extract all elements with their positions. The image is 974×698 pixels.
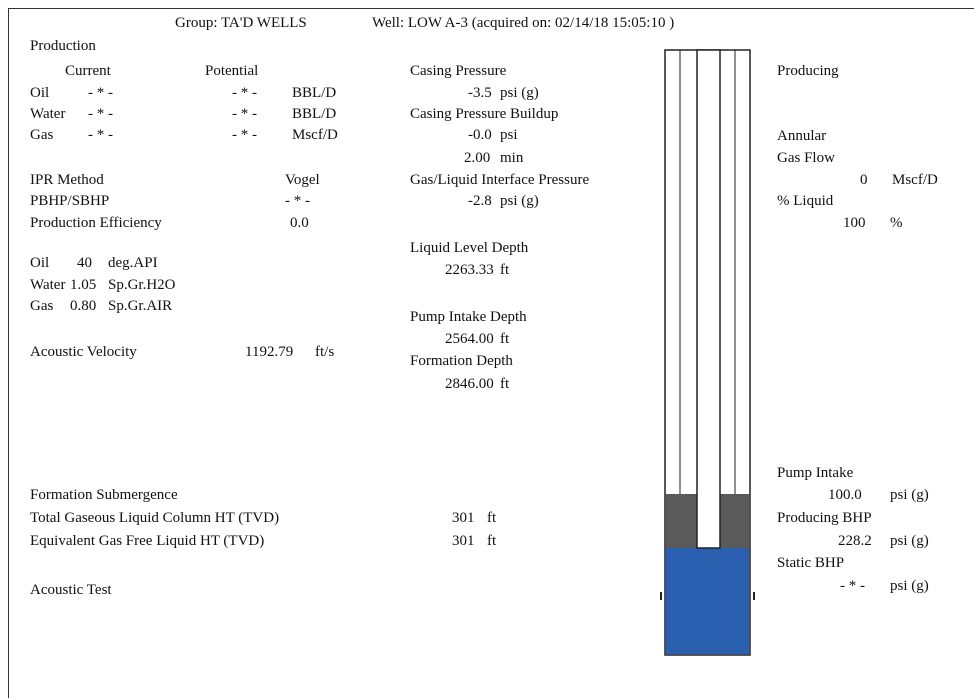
row-label: Gas (30, 298, 54, 314)
column-header: Current (65, 63, 111, 79)
section-title: Acoustic Test (30, 582, 112, 598)
field-value: 0.0 (290, 215, 309, 231)
field-label: % Liquid (777, 193, 834, 209)
field-value: 2.00 (464, 150, 491, 166)
field-value: 2846.00 (445, 376, 494, 392)
field-value: Vogel (285, 172, 320, 188)
field-value: -2.8 (468, 193, 492, 209)
field-unit: psi (g) (500, 193, 539, 209)
field-unit: psi (g) (890, 487, 929, 503)
field-value: 100.0 (828, 487, 862, 503)
field-unit: Mscf/D (292, 127, 338, 143)
column-header: Potential (205, 63, 259, 79)
field-unit: psi (g) (500, 85, 539, 101)
row-label: Oil (30, 85, 50, 101)
field-label: Liquid Level Depth (410, 240, 529, 256)
field-value: 1.05 (70, 276, 97, 293)
field-label: PBHP/SBHP (30, 193, 110, 209)
field-unit: Sp.Gr.H2O (108, 276, 176, 293)
frame-top (8, 8, 974, 9)
field-unit: psi (g) (890, 578, 929, 594)
field-label: Static BHP (777, 555, 845, 571)
field-value: 0.80 (70, 298, 97, 314)
well-label: Well: LOW A-3 (acquired on: 02/14/18 15:… (372, 15, 675, 31)
field-label: Formation Depth (410, 353, 513, 369)
row-label: Gas (30, 127, 54, 143)
field-value: - * - (88, 127, 113, 143)
field-value: - * - (232, 85, 257, 101)
group-label: Group: TA'D WELLS (175, 15, 307, 31)
field-value: 0 (860, 172, 868, 188)
row-label: Water (30, 106, 66, 122)
field-unit: % (890, 215, 903, 231)
field-label: Production Efficiency (30, 215, 162, 231)
field-value: -3.5 (468, 85, 492, 101)
field-unit: Mscf/D (892, 172, 938, 188)
field-label: Gas/Liquid Interface Pressure (410, 172, 590, 188)
field-label: Casing Pressure (410, 63, 507, 79)
field-value: -0.0 (468, 127, 492, 143)
field-value: - * - (88, 106, 113, 122)
field-value: - * - (232, 106, 257, 122)
field-unit: psi (500, 127, 518, 143)
field-unit: ft/s (315, 344, 335, 360)
field-unit: deg.API (108, 255, 158, 271)
field-value: - * - (840, 578, 865, 594)
field-label: Acoustic Velocity (30, 344, 137, 360)
field-value: 228.2 (838, 533, 872, 549)
field-value: 40 (77, 255, 92, 271)
field-unit: psi (g) (890, 533, 929, 549)
field-label: Casing Pressure Buildup (410, 106, 559, 122)
field-label: Annular (777, 128, 827, 144)
field-label: Total Gaseous Liquid Column HT (TVD) (30, 510, 280, 526)
field-unit: ft (500, 262, 510, 278)
status-label: Producing (777, 63, 839, 79)
section-title: Formation Submergence (30, 487, 178, 503)
field-label: Pump Intake Depth (410, 309, 527, 325)
field-unit: ft (487, 510, 497, 526)
field-unit: ft (487, 533, 497, 549)
fluid-column (665, 548, 750, 655)
field-unit: ft (500, 376, 510, 392)
field-unit: BBL/D (292, 85, 337, 101)
field-value: 301 (452, 533, 475, 549)
section-title: Production (30, 38, 96, 54)
field-value: - * - (285, 193, 310, 209)
tubing (696, 49, 721, 549)
field-value: - * - (232, 127, 257, 143)
field-unit: BBL/D (292, 106, 337, 122)
field-unit: Sp.Gr.AIR (108, 298, 173, 314)
field-value: - * - (88, 85, 113, 101)
field-value: 100 (843, 215, 866, 231)
field-label: Equivalent Gas Free Liquid HT (TVD) (30, 533, 265, 549)
frame-left (8, 8, 9, 698)
row-label: Oil (30, 255, 50, 271)
field-label: Pump Intake (777, 465, 854, 481)
field-label: Gas Flow (777, 150, 835, 166)
row-label: Water (30, 276, 66, 293)
field-value: 2564.00 (445, 331, 494, 347)
field-label: Producing BHP (777, 510, 872, 526)
field-unit: min (500, 150, 524, 166)
field-label: IPR Method (30, 172, 104, 188)
field-value: 1192.79 (245, 344, 294, 360)
field-value: 301 (452, 510, 475, 526)
field-value: 2263.33 (445, 262, 494, 278)
field-unit: ft (500, 331, 510, 347)
